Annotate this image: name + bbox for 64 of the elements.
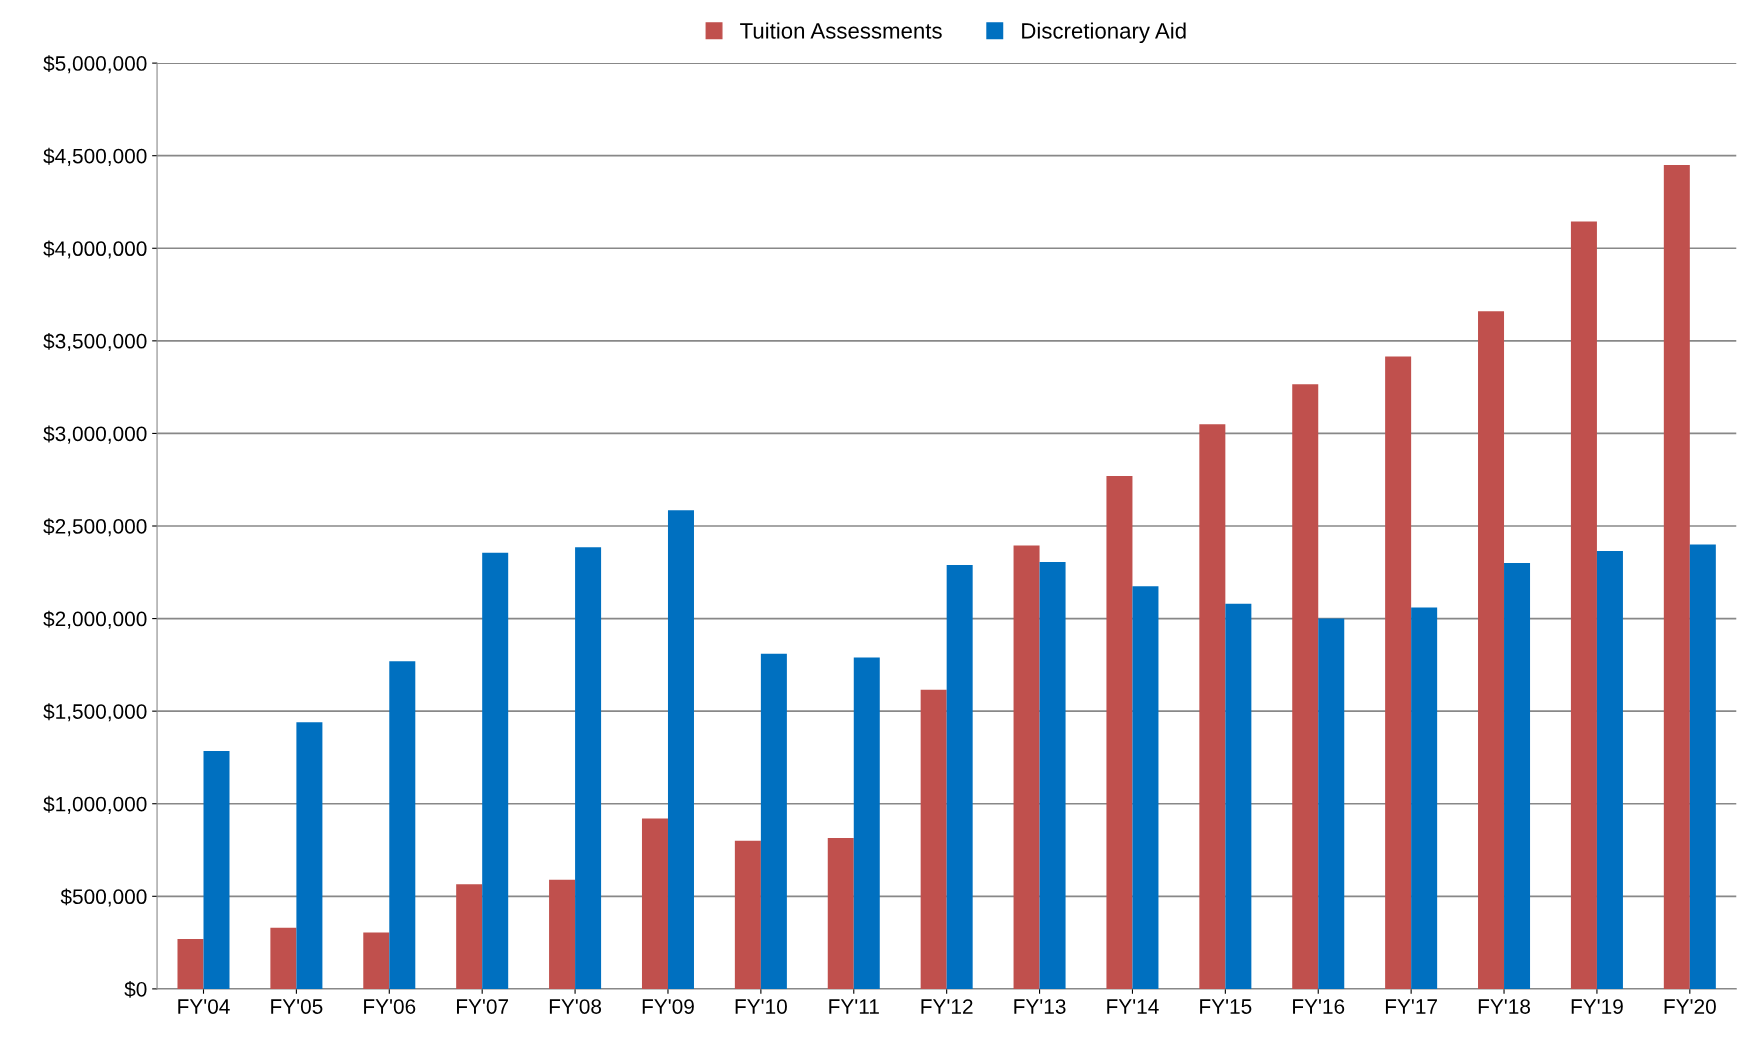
bar bbox=[1292, 384, 1319, 989]
x-tick-label: FY'08 bbox=[549, 999, 602, 1014]
bar bbox=[203, 750, 230, 989]
x-tick-label: FY'05 bbox=[271, 999, 323, 1014]
bar bbox=[1225, 603, 1252, 989]
x-tick-label: FY'06 bbox=[364, 999, 416, 1014]
x-tick-label: FY'20 bbox=[1664, 999, 1716, 1014]
bar bbox=[389, 661, 416, 989]
x-tick-label: FY'09 bbox=[642, 999, 694, 1014]
x-tick-label: FY'04 bbox=[178, 999, 230, 1014]
x-tick-label: FY'10 bbox=[735, 999, 787, 1014]
y-tick-label: $2,000,000 bbox=[43, 610, 147, 629]
x-tick-label: FY'15 bbox=[1200, 999, 1252, 1014]
bar bbox=[667, 510, 694, 989]
bar bbox=[1689, 544, 1716, 989]
bar bbox=[853, 657, 880, 989]
y-tick-label: $4,000,000 bbox=[43, 240, 147, 259]
bar bbox=[1385, 356, 1412, 989]
y-tick-label: $0 bbox=[124, 981, 147, 998]
y-tick-label: $2,500,000 bbox=[43, 518, 147, 537]
x-tick-label: FY'14 bbox=[1107, 999, 1159, 1014]
bar bbox=[1318, 618, 1345, 989]
bar bbox=[177, 938, 204, 989]
bar bbox=[1504, 563, 1531, 989]
bar bbox=[1013, 545, 1040, 989]
x-tick-label: FY'07 bbox=[457, 999, 509, 1014]
x-tick-label: FY'17 bbox=[1385, 999, 1437, 1014]
bar bbox=[1596, 551, 1623, 989]
y-tick-label: $3,000,000 bbox=[43, 425, 147, 444]
bar bbox=[827, 837, 854, 989]
y-tick-label: $3,500,000 bbox=[43, 332, 147, 352]
y-tick-label: $1,000,000 bbox=[43, 795, 147, 814]
bar bbox=[920, 689, 947, 989]
bar bbox=[1106, 476, 1133, 989]
y-tick-label: $500,000 bbox=[60, 888, 147, 907]
bar bbox=[363, 932, 390, 989]
bar bbox=[456, 884, 483, 989]
x-tick-label: FY'16 bbox=[1293, 999, 1345, 1014]
bar bbox=[1570, 221, 1597, 989]
bar bbox=[1039, 562, 1066, 989]
bar bbox=[296, 722, 323, 989]
y-tick-label: $1,500,000 bbox=[43, 703, 147, 722]
bar bbox=[734, 840, 761, 989]
bar bbox=[1478, 311, 1505, 989]
bar bbox=[1663, 164, 1690, 989]
bar bbox=[575, 547, 602, 989]
bar bbox=[482, 552, 509, 989]
legend-label: Tuition Assessments bbox=[740, 22, 942, 39]
legend-label: Discretionary Aid bbox=[1022, 22, 1186, 44]
bar bbox=[1411, 607, 1438, 989]
bar bbox=[760, 653, 787, 989]
y-tick-label: $5,000,000 bbox=[43, 55, 147, 74]
bar bbox=[270, 927, 297, 989]
x-tick-label: FY'19 bbox=[1571, 999, 1623, 1014]
bar bbox=[946, 564, 973, 989]
bar bbox=[1132, 586, 1159, 989]
x-tick-label: FY'11 bbox=[829, 999, 879, 1014]
bar bbox=[1199, 424, 1226, 989]
y-tick-label: $4,500,000 bbox=[43, 147, 147, 166]
x-tick-label: FY'12 bbox=[921, 999, 973, 1014]
x-tick-label: FY'13 bbox=[1014, 999, 1066, 1014]
x-tick-label: FY'18 bbox=[1478, 999, 1531, 1014]
bar bbox=[549, 879, 576, 989]
bar bbox=[641, 818, 668, 989]
